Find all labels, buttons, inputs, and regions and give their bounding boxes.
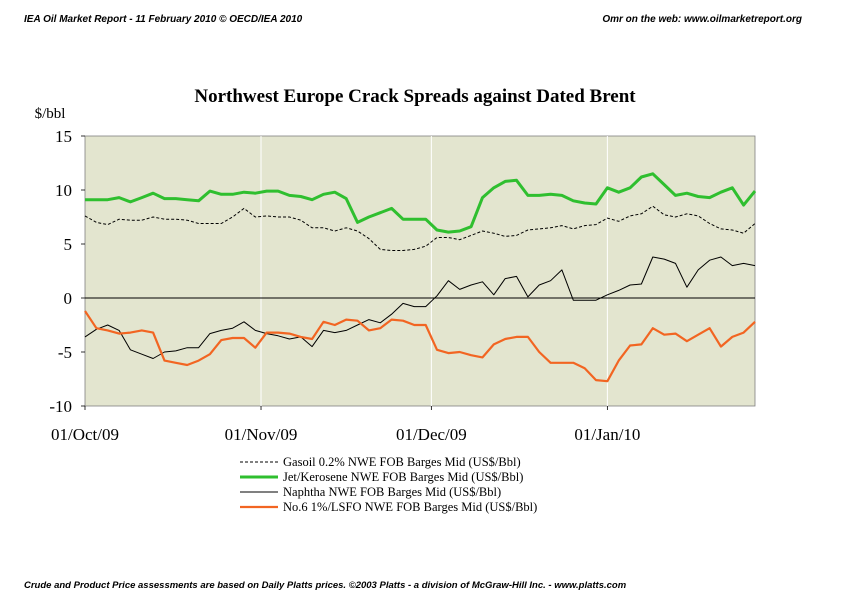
series-line-naphtha: [84, 256, 756, 359]
y-tick-label: 10: [55, 181, 72, 200]
x-tick-label: 01/Oct/09: [51, 425, 119, 444]
y-tick-label: -10: [49, 397, 72, 416]
legend-label-jet-kerosene: Jet/Kerosene NWE FOB Barges Mid (US$/Bbl…: [283, 470, 523, 484]
x-tick-label: 01/Dec/09: [396, 425, 467, 444]
series-line-gasoil: [84, 205, 756, 251]
legend-label-naphtha: Naphtha NWE FOB Barges Mid (US$/Bbl): [283, 485, 501, 499]
series-line-jet-kerosene: [85, 172, 757, 234]
chart-title: Northwest Europe Crack Spreads against D…: [194, 86, 636, 107]
source-footer: Crude and Product Price assessments are …: [24, 580, 627, 591]
legend-label-gasoil: Gasoil 0.2% NWE FOB Barges Mid (US$/Bbl): [283, 455, 521, 469]
x-tick-label: 01/Nov/09: [225, 425, 298, 444]
y-tick-label: 15: [55, 127, 72, 146]
y-axis-label: $/bbl: [35, 106, 66, 122]
website-header: Omr on the web: www.oilmarketreport.org: [602, 14, 802, 25]
y-tick-label: -5: [58, 343, 72, 362]
x-tick-label: 01/Jan/10: [574, 425, 640, 444]
legend-label-fuel-oil: No.6 1%/LSFO NWE FOB Barges Mid (US$/Bbl…: [283, 500, 537, 514]
y-tick-label: 0: [64, 289, 73, 308]
report-header: IEA Oil Market Report - 11 February 2010…: [24, 14, 303, 25]
series-line-fuel-oil: [84, 310, 756, 383]
y-tick-label: 5: [64, 235, 73, 254]
